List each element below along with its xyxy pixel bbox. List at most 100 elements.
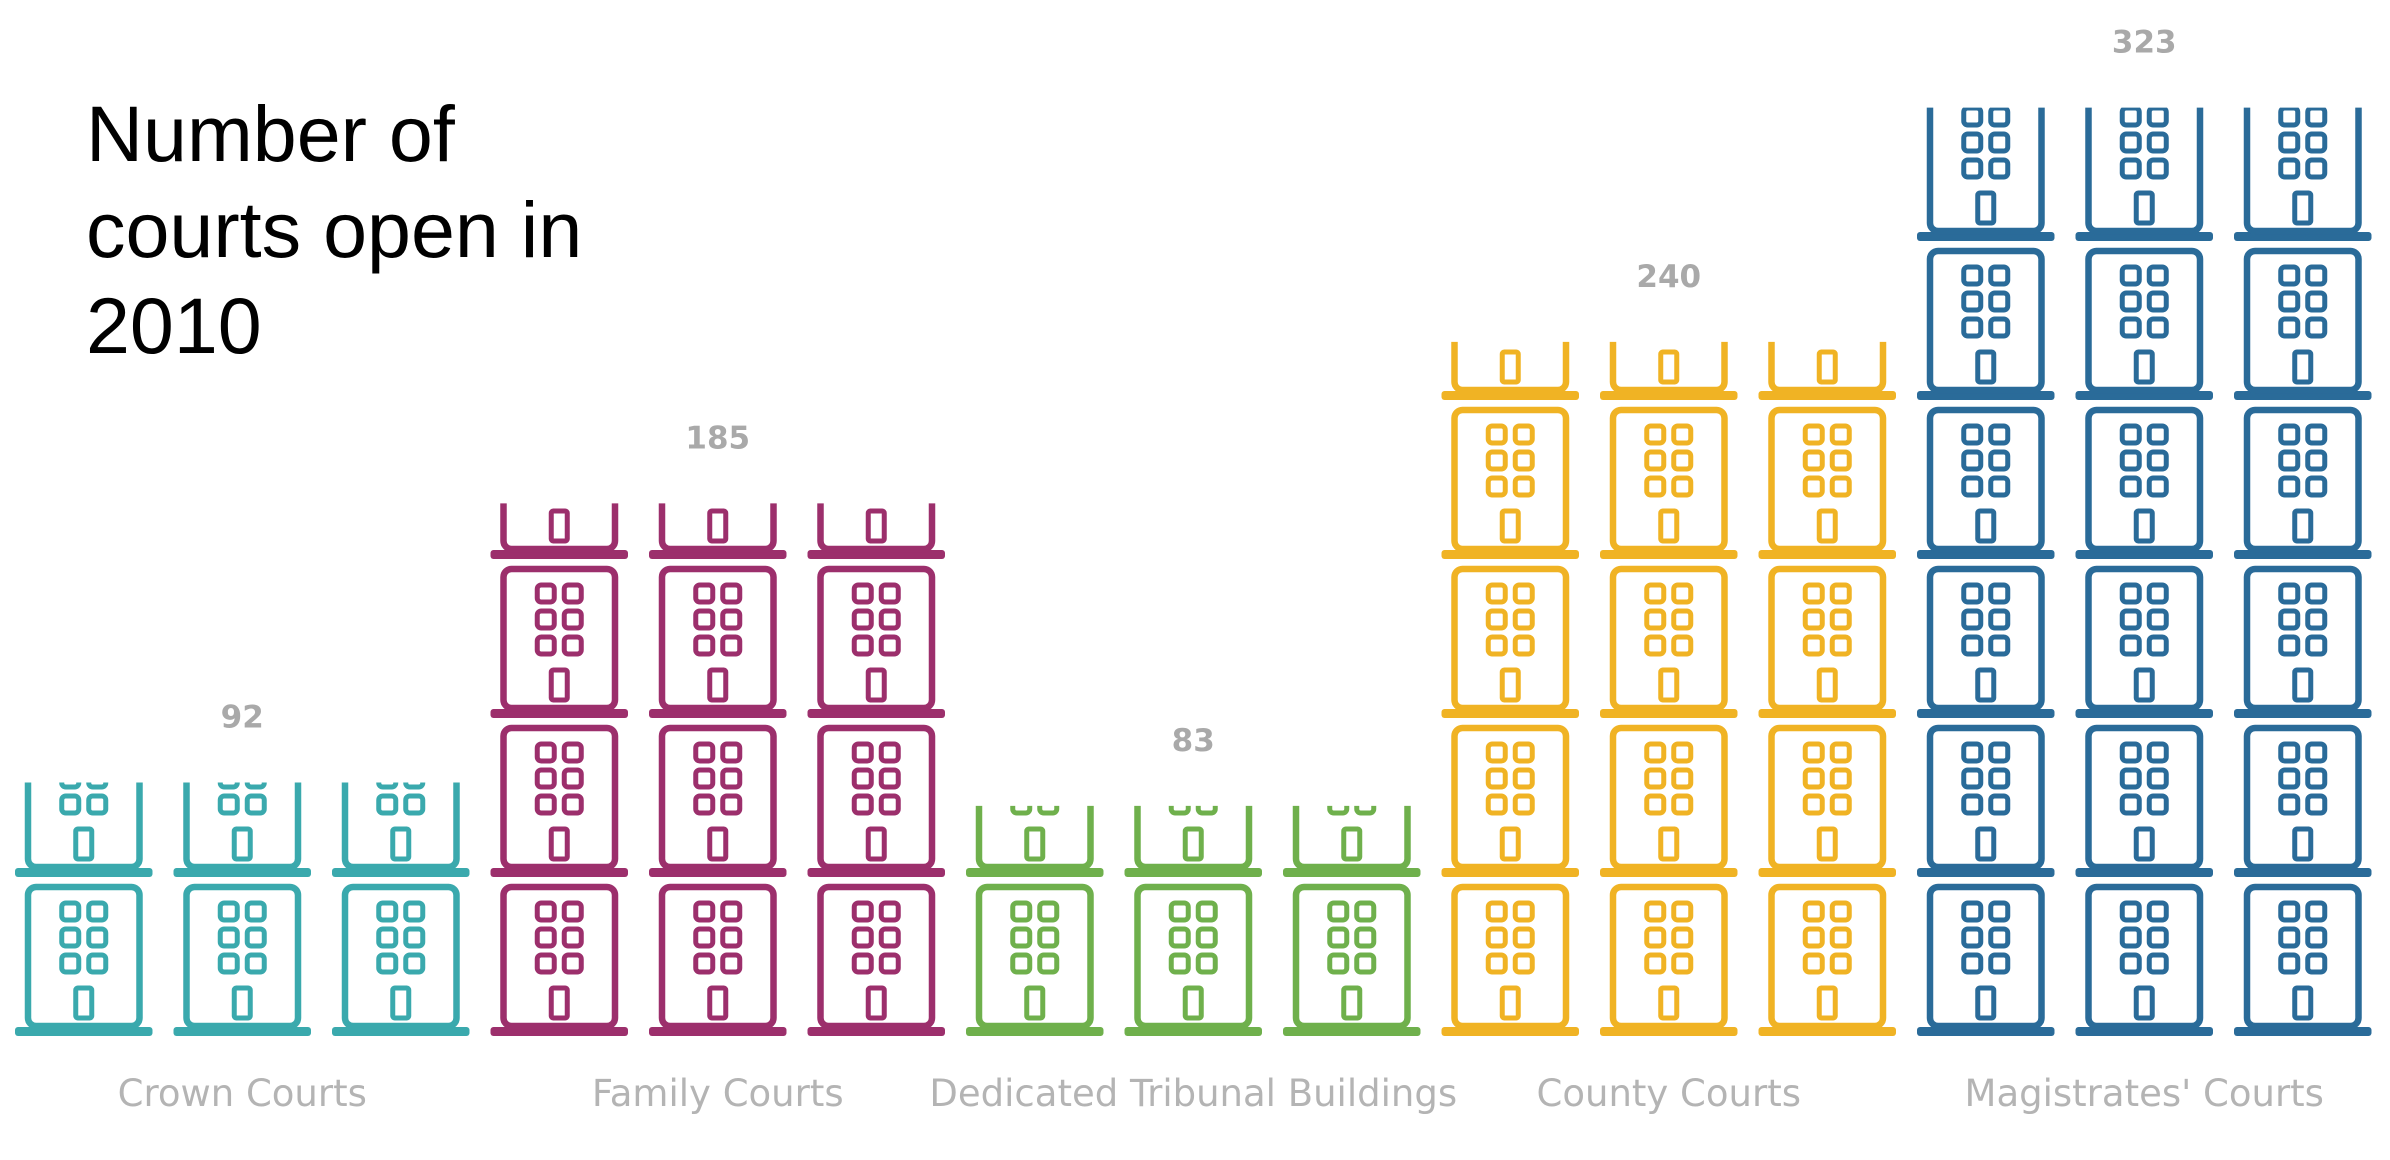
- icon-window: [1647, 319, 1664, 336]
- icon-body: [1926, 883, 2045, 1030]
- icon-window: [1515, 293, 1532, 310]
- icon-window: [1195, 900, 1218, 923]
- icon-window: [1037, 926, 1060, 949]
- icon-door: [707, 667, 729, 703]
- icon-window: [2146, 926, 2169, 949]
- icon-window: [1671, 582, 1694, 605]
- icon-window: [1488, 267, 1505, 284]
- icon-body: [2085, 724, 2204, 871]
- value-label: 240: [1636, 259, 1701, 295]
- icon-body: [1768, 724, 1887, 871]
- court-building-icon: [2075, 247, 2213, 400]
- icon-body: [2085, 883, 2204, 1030]
- icon-window: [217, 782, 240, 790]
- icon-body: [1609, 565, 1728, 712]
- icon-window: [1512, 793, 1535, 816]
- category-label: Magistrates' Courts: [1965, 1072, 2324, 1115]
- icon-body: [817, 883, 936, 1030]
- icon-window: [1327, 952, 1350, 975]
- court-building-icon-partial: [15, 782, 153, 877]
- icon-door: [1341, 826, 1363, 862]
- icon-window: [534, 926, 557, 949]
- icon-body: [1926, 406, 2045, 553]
- icon-body: [2085, 406, 2204, 553]
- icon-window: [878, 634, 901, 657]
- icon-window: [403, 782, 426, 790]
- icon-window: [1512, 475, 1535, 498]
- icon-door: [865, 826, 887, 862]
- icon-body: [1451, 406, 1570, 553]
- icon-door: [73, 826, 95, 862]
- icon-window: [1512, 741, 1535, 764]
- icon-window: [2146, 107, 2169, 128]
- icon-window: [1357, 744, 1374, 761]
- icon-window: [1988, 316, 2011, 339]
- icon-window: [1829, 582, 1852, 605]
- icon-door: [1816, 349, 1838, 385]
- icon-window: [693, 767, 716, 790]
- icon-door: [1024, 826, 1046, 862]
- icon-window: [1327, 900, 1350, 923]
- icon-window: [2119, 900, 2142, 923]
- icon-window: [1037, 952, 1060, 975]
- icon-window: [1644, 634, 1667, 657]
- icon-window: [2305, 449, 2328, 472]
- icon-window: [1488, 293, 1505, 310]
- icon-door: [231, 985, 253, 1021]
- icon-window: [2278, 107, 2301, 128]
- icon-window: [1010, 900, 1033, 923]
- icon-window: [1037, 805, 1060, 816]
- icon-body: [2085, 247, 2204, 394]
- icon-window: [1961, 316, 1984, 339]
- icon-window: [2278, 582, 2301, 605]
- icon-body: [817, 503, 936, 553]
- icon-window: [564, 452, 581, 469]
- court-building-icon: [1758, 883, 1896, 1036]
- icon-window: [534, 793, 557, 816]
- icon-window: [878, 926, 901, 949]
- icon-window: [693, 793, 716, 816]
- icon-body: [658, 724, 777, 871]
- court-building-icon: [15, 883, 153, 1036]
- icon-body: [817, 724, 936, 871]
- icon-window: [1961, 900, 1984, 923]
- icon-window: [1988, 926, 2011, 949]
- court-building-icon: [2234, 724, 2372, 877]
- court-building-icon: [966, 883, 1104, 1036]
- court-building-icon: [1124, 883, 1262, 1036]
- icon-window: [720, 900, 743, 923]
- icon-body: [183, 782, 302, 871]
- icon-body: [1292, 805, 1411, 871]
- icon-window: [1040, 744, 1057, 761]
- icon-window: [1485, 952, 1508, 975]
- icon-window: [1515, 319, 1532, 336]
- icon-window: [1485, 793, 1508, 816]
- court-building-icon-partial: [332, 782, 470, 877]
- icon-door: [1499, 985, 1521, 1021]
- icon-window: [720, 926, 743, 949]
- icon-body: [1451, 565, 1570, 712]
- icon-window: [403, 926, 426, 949]
- icon-window: [2305, 316, 2328, 339]
- icon-door: [1975, 826, 1997, 862]
- icon-door: [2292, 508, 2314, 544]
- icon-window: [1829, 767, 1852, 790]
- icon-window: [2146, 131, 2169, 154]
- icon-window: [693, 900, 716, 923]
- icon-window: [1961, 290, 1984, 313]
- court-building-icon: [1758, 406, 1896, 559]
- icon-window: [1832, 319, 1849, 336]
- icon-window: [2119, 449, 2142, 472]
- icon-window: [1671, 741, 1694, 764]
- icon-body: [1926, 724, 2045, 871]
- icon-door: [390, 826, 412, 862]
- icon-window: [1988, 582, 2011, 605]
- court-building-icon: [173, 883, 311, 1036]
- icon-window: [1327, 805, 1350, 816]
- icon-window: [2146, 741, 2169, 764]
- icon-window: [1988, 290, 2011, 313]
- icon-body: [817, 565, 936, 712]
- court-building-icon: [2234, 247, 2372, 400]
- icon-door: [707, 826, 729, 862]
- icon-door: [1499, 508, 1521, 544]
